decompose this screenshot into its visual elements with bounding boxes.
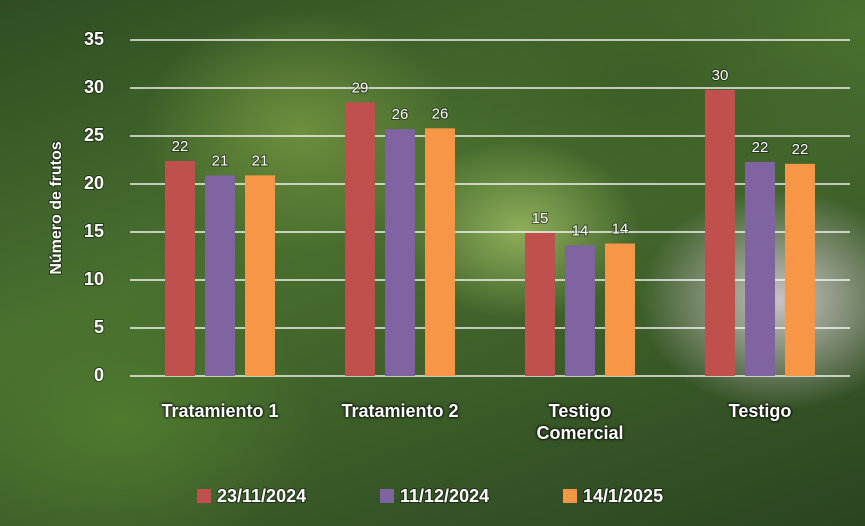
data-label: 30 — [712, 67, 729, 84]
bar — [385, 129, 415, 376]
x-tick-label: Tratamiento 2 — [341, 401, 459, 421]
y-tick-label: 10 — [84, 269, 104, 289]
bar — [525, 232, 555, 376]
data-label: 15 — [532, 210, 549, 227]
legend-label: 23/11/2024 — [217, 486, 306, 506]
x-tick-label: Tratamiento 1 — [161, 401, 279, 421]
y-tick-label: 5 — [94, 317, 104, 337]
bar — [245, 175, 275, 376]
bar — [605, 243, 635, 376]
x-tick-label: Testigo Comercial — [536, 401, 624, 443]
x-tick-label: Testigo — [728, 401, 792, 421]
bar — [165, 160, 195, 376]
data-label: 21 — [252, 152, 269, 169]
bar — [205, 175, 235, 376]
y-tick-label: 15 — [84, 221, 104, 241]
data-label: 22 — [752, 139, 769, 156]
y-tick-label: 25 — [84, 125, 104, 145]
bar — [785, 163, 815, 376]
bar — [705, 89, 735, 377]
data-label: 14 — [572, 222, 589, 239]
legend-swatch — [563, 489, 577, 503]
legend-label: 11/12/2024 — [400, 486, 489, 506]
y-tick-label: 20 — [84, 173, 104, 193]
data-label: 22 — [792, 141, 809, 158]
bar — [425, 128, 455, 376]
data-label: 26 — [432, 105, 449, 122]
legend-swatch — [197, 489, 211, 503]
bar — [345, 102, 375, 377]
y-axis-title: Número de frutos — [48, 141, 65, 274]
data-label: 29 — [352, 79, 369, 96]
data-label: 21 — [212, 152, 229, 169]
legend-swatch — [380, 489, 394, 503]
y-tick-label: 0 — [94, 365, 104, 385]
y-tick-label: 30 — [84, 77, 104, 97]
bar — [565, 245, 595, 376]
bar — [745, 161, 775, 376]
data-label: 14 — [612, 220, 629, 237]
data-label: 22 — [172, 138, 189, 155]
y-tick-label: 35 — [84, 29, 104, 49]
legend-label: 14/1/2025 — [583, 486, 663, 506]
data-label: 26 — [392, 106, 409, 123]
